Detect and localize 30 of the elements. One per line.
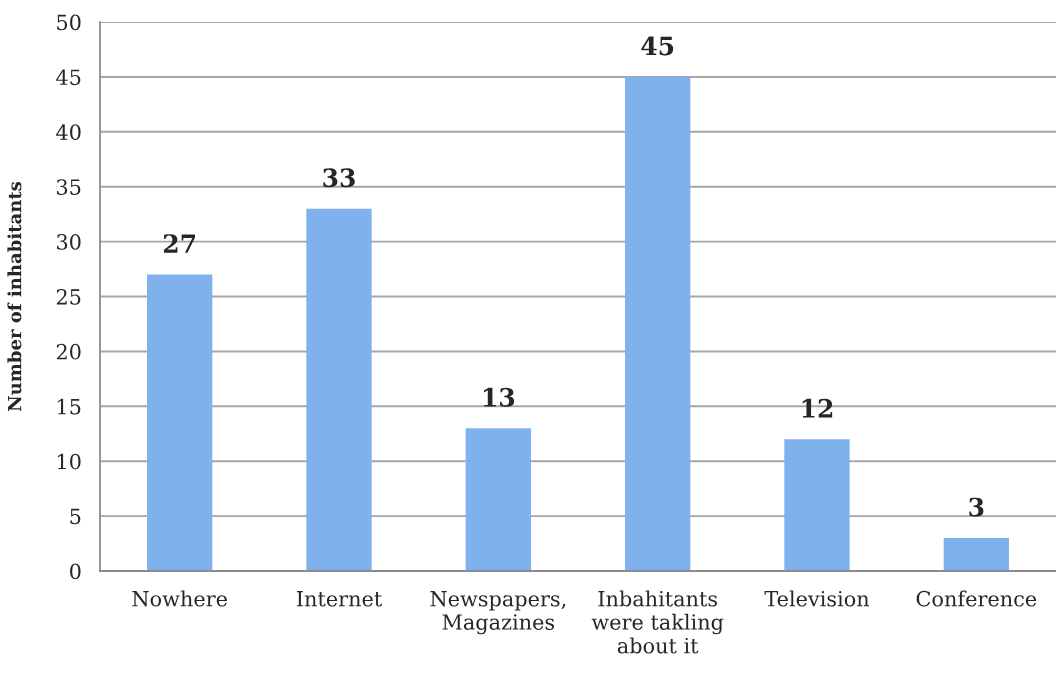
data-label: 45 <box>641 36 674 56</box>
x-tick-label: Newspapers, Magazines <box>430 591 566 635</box>
bar <box>465 428 531 571</box>
y-tick-label: 25 <box>56 288 81 305</box>
bar <box>943 538 1009 571</box>
data-label: 13 <box>483 387 515 407</box>
x-tick-label: Television <box>764 590 870 607</box>
data-label: 12 <box>802 398 833 418</box>
data-label: 3 <box>969 497 984 517</box>
bar <box>147 274 213 571</box>
y-tick-label: 5 <box>70 508 81 525</box>
x-tick-label: Inbahitants were takling about it <box>591 590 724 654</box>
bar <box>625 76 691 571</box>
y-tick-label: 35 <box>57 179 81 195</box>
data-label: 33 <box>323 168 355 188</box>
y-axis-title: Number of inhabitants <box>7 181 22 412</box>
y-tick-label: 15 <box>57 398 81 415</box>
x-tick-label: Internet <box>296 591 383 607</box>
bar <box>306 208 372 571</box>
data-label: 27 <box>163 234 195 253</box>
y-tick-label: 20 <box>56 343 81 360</box>
y-tick-label: 40 <box>56 124 81 141</box>
x-tick-label: Nowhere <box>132 590 227 607</box>
bar <box>784 439 850 571</box>
y-tick-label: 45 <box>56 69 81 86</box>
x-tick-label: Conference <box>916 590 1037 607</box>
y-tick-label: 0 <box>70 563 81 580</box>
y-tick-label: 10 <box>57 453 81 470</box>
y-tick-label: 30 <box>57 234 81 250</box>
y-tick-label: 50 <box>57 14 81 31</box>
